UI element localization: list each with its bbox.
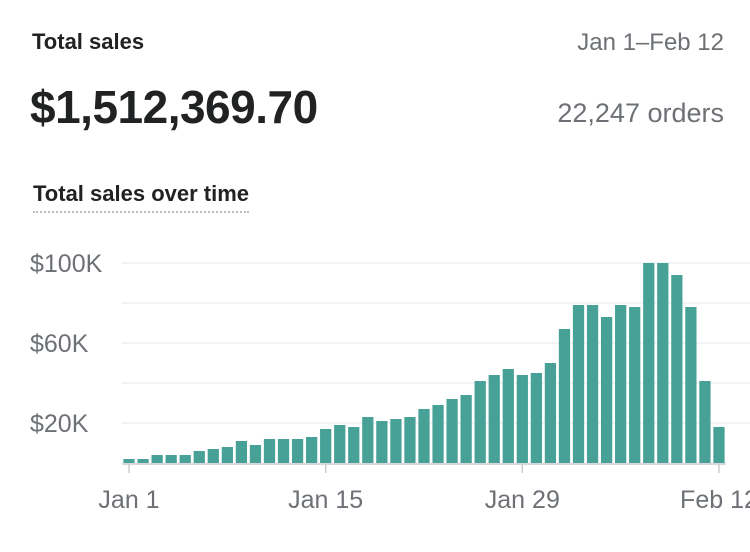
bar[interactable] xyxy=(376,421,388,463)
bar[interactable] xyxy=(390,419,402,463)
x-tick-label: Jan 1 xyxy=(98,486,159,514)
bar[interactable] xyxy=(165,455,177,463)
bar[interactable] xyxy=(306,437,318,463)
bar[interactable] xyxy=(123,459,135,463)
bar[interactable] xyxy=(657,263,669,463)
bar[interactable] xyxy=(502,369,514,463)
bar[interactable] xyxy=(432,405,444,463)
bar[interactable] xyxy=(446,399,458,463)
bar[interactable] xyxy=(474,381,486,463)
bar[interactable] xyxy=(572,305,585,463)
bar[interactable] xyxy=(699,381,711,463)
bar[interactable] xyxy=(558,329,571,463)
x-tick-label: Jan 15 xyxy=(288,486,363,514)
bars xyxy=(123,263,725,463)
bar[interactable] xyxy=(362,417,374,463)
x-axis-labels: Jan 1 Jan 15 Jan 29 Feb 12 xyxy=(98,486,750,514)
y-tick-label: $100K xyxy=(30,250,103,278)
total-sales-title: Total sales xyxy=(32,29,145,54)
grid-lines xyxy=(122,262,750,424)
bar[interactable] xyxy=(193,451,205,463)
x-tick-label: Jan 29 xyxy=(485,486,560,514)
bar[interactable] xyxy=(530,373,542,463)
bar[interactable] xyxy=(671,275,683,463)
bar[interactable] xyxy=(418,409,430,463)
bar[interactable] xyxy=(643,263,655,463)
orders-count: 22,247 orders xyxy=(557,98,724,128)
bar[interactable] xyxy=(277,439,290,463)
y-tick-label: $60K xyxy=(30,330,89,358)
bar[interactable] xyxy=(249,445,262,463)
bar[interactable] xyxy=(291,439,304,463)
bar[interactable] xyxy=(488,375,500,463)
y-axis-labels: $20K $60K $100K xyxy=(30,250,103,438)
bar[interactable] xyxy=(713,427,725,463)
bar[interactable] xyxy=(586,305,599,463)
date-range[interactable]: Jan 1–Feb 12 xyxy=(577,29,724,56)
bar[interactable] xyxy=(207,449,219,463)
bar[interactable] xyxy=(404,417,416,463)
bar[interactable] xyxy=(685,307,697,463)
bar[interactable] xyxy=(137,459,149,463)
total-sales-value: $1,512,369.70 xyxy=(30,81,318,133)
bar[interactable] xyxy=(615,305,627,463)
y-tick-label: $20K xyxy=(30,410,89,438)
bar[interactable] xyxy=(460,395,472,463)
bar[interactable] xyxy=(235,441,248,463)
bar[interactable] xyxy=(151,455,163,463)
chart-title[interactable]: Total sales over time xyxy=(33,181,250,213)
bar[interactable] xyxy=(320,429,332,463)
x-axis xyxy=(122,463,726,473)
bar[interactable] xyxy=(334,425,346,463)
bar[interactable] xyxy=(221,447,233,463)
bar[interactable] xyxy=(263,439,276,463)
bar[interactable] xyxy=(516,375,528,463)
bar[interactable] xyxy=(544,363,557,463)
x-tick-label: Feb 12 xyxy=(680,486,750,514)
bar[interactable] xyxy=(600,317,613,463)
bar[interactable] xyxy=(348,427,360,463)
bar[interactable] xyxy=(629,307,641,463)
bar[interactable] xyxy=(179,455,191,463)
